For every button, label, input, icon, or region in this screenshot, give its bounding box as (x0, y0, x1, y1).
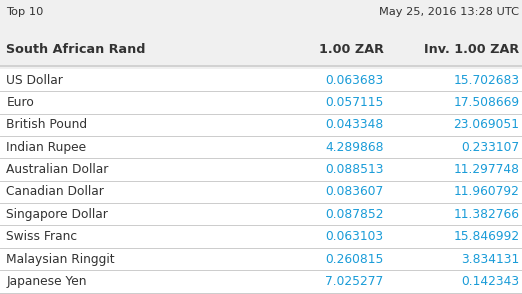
Text: May 25, 2016 13:28 UTC: May 25, 2016 13:28 UTC (379, 7, 519, 17)
Text: Inv. 1.00 ZAR: Inv. 1.00 ZAR (424, 43, 519, 56)
Bar (0, 225, 522, 248)
Bar (0, 158, 522, 181)
Text: 17.508669: 17.508669 (453, 96, 519, 109)
Text: Japanese Yen: Japanese Yen (6, 275, 87, 288)
Text: South African Rand: South African Rand (6, 43, 146, 56)
Text: 0.087852: 0.087852 (325, 208, 384, 221)
Bar (0, 69, 522, 91)
Bar (0, 270, 522, 293)
Text: 1.00 ZAR: 1.00 ZAR (319, 43, 384, 56)
Text: 0.142343: 0.142343 (461, 275, 519, 288)
Text: 0.233107: 0.233107 (461, 141, 519, 154)
Text: 7.025277: 7.025277 (325, 275, 384, 288)
Text: US Dollar: US Dollar (6, 74, 63, 87)
Text: 0.057115: 0.057115 (325, 96, 384, 109)
Text: 15.846992: 15.846992 (453, 230, 519, 243)
Text: 23.069051: 23.069051 (454, 118, 519, 131)
Text: British Pound: British Pound (6, 118, 87, 131)
Text: 0.063683: 0.063683 (325, 74, 384, 87)
Text: 0.083607: 0.083607 (325, 186, 384, 198)
Bar (0, 91, 522, 114)
Bar (0, 136, 522, 158)
Text: Top 10: Top 10 (6, 7, 44, 17)
Text: Swiss Franc: Swiss Franc (6, 230, 77, 243)
Text: Malaysian Ringgit: Malaysian Ringgit (6, 253, 115, 265)
Bar (0, 181, 522, 203)
Text: 4.289868: 4.289868 (325, 141, 384, 154)
Text: 3.834131: 3.834131 (461, 253, 519, 265)
Text: 0.043348: 0.043348 (325, 118, 384, 131)
Text: 11.960792: 11.960792 (454, 186, 519, 198)
Text: 11.297748: 11.297748 (454, 163, 519, 176)
Text: Indian Rupee: Indian Rupee (6, 141, 86, 154)
Text: 0.063103: 0.063103 (326, 230, 384, 243)
Text: Canadian Dollar: Canadian Dollar (6, 186, 104, 198)
Text: 11.382766: 11.382766 (454, 208, 519, 221)
Bar (0, 114, 522, 136)
Text: Australian Dollar: Australian Dollar (6, 163, 109, 176)
Text: 15.702683: 15.702683 (453, 74, 519, 87)
Text: Euro: Euro (6, 96, 34, 109)
Text: 0.088513: 0.088513 (325, 163, 384, 176)
Text: Singapore Dollar: Singapore Dollar (6, 208, 108, 221)
Bar (0, 248, 522, 270)
Bar (0, 203, 522, 225)
Text: 0.260815: 0.260815 (325, 253, 384, 265)
